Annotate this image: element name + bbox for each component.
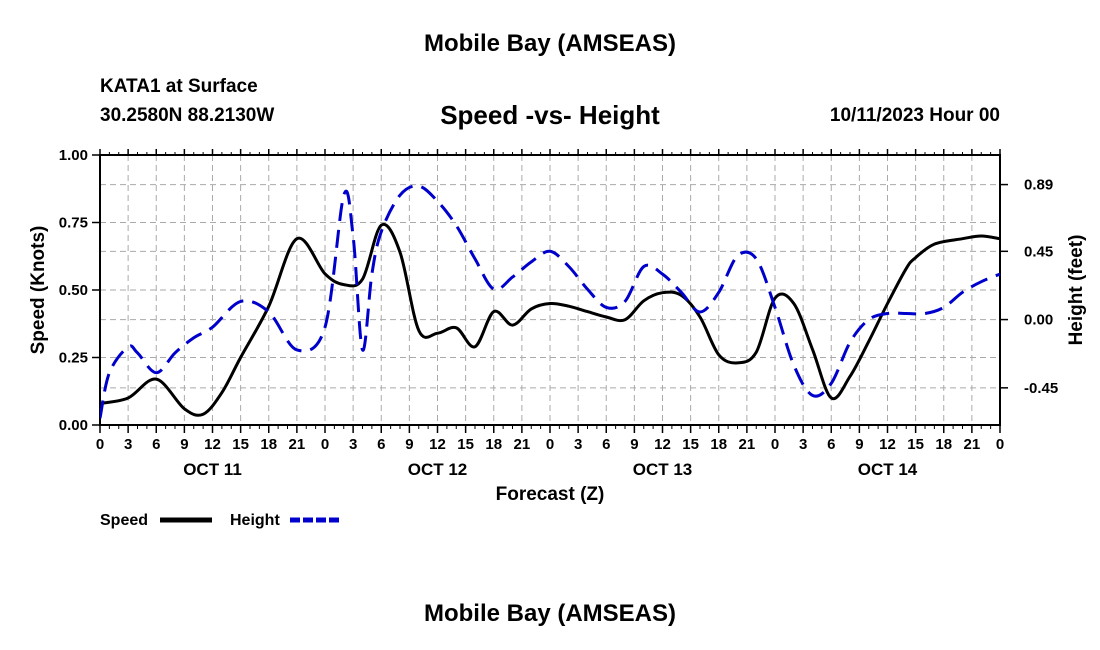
x-day-label: OCT 13 — [633, 460, 693, 479]
y2-tick-label: 0.89 — [1024, 177, 1053, 194]
x-tick-label: 9 — [855, 436, 863, 453]
x-tick-label: 6 — [377, 436, 385, 453]
x-tick-label: 18 — [260, 436, 277, 453]
x-tick-label: 0 — [546, 436, 554, 453]
x-tick-label: 21 — [289, 436, 306, 453]
series-line-speed — [100, 222, 1000, 417]
x-tick-label: 6 — [602, 436, 610, 453]
x-tick-label: 21 — [739, 436, 756, 453]
y-axis-label: Speed (Knots) — [28, 226, 49, 355]
y-tick-label: 0.50 — [59, 282, 88, 299]
station-coordinates: 30.2580N 88.2130W — [100, 105, 275, 126]
x-tick-label: 18 — [935, 436, 952, 453]
y2-axis-label: Height (feet) — [1066, 235, 1087, 346]
y2-tick-label: -0.45 — [1024, 380, 1058, 397]
x-axis-label: Forecast (Z) — [496, 484, 605, 505]
y2-tick-label: 0.45 — [1024, 243, 1053, 260]
x-tick-label: 0 — [771, 436, 779, 453]
x-tick-label: 12 — [204, 436, 221, 453]
run-time: 10/11/2023 Hour 00 — [829, 105, 1000, 126]
station-label: KATA1 at Surface — [100, 76, 258, 97]
x-tick-label: 6 — [152, 436, 160, 453]
y-tick-label: 1.00 — [59, 147, 88, 164]
chart-title: Speed -vs- Height — [440, 100, 660, 130]
x-tick-label: 15 — [682, 436, 699, 453]
x-tick-label: 9 — [405, 436, 413, 453]
y2-tick-label: 0.00 — [1024, 312, 1053, 329]
x-day-label: OCT 11 — [183, 460, 242, 479]
x-tick-label: 12 — [429, 436, 446, 453]
x-tick-label: 3 — [799, 436, 807, 453]
x-tick-label: 15 — [907, 436, 924, 453]
x-tick-label: 3 — [124, 436, 132, 453]
x-tick-label: 15 — [457, 436, 474, 453]
x-tick-label: 9 — [180, 436, 188, 453]
x-tick-label: 3 — [349, 436, 357, 453]
main-title: Mobile Bay (AMSEAS) — [423, 30, 677, 57]
x-tick-label: 9 — [630, 436, 638, 453]
x-tick-label: 0 — [996, 436, 1004, 453]
y-tick-label: 0.00 — [59, 417, 88, 434]
x-tick-label: 15 — [232, 436, 249, 453]
x-tick-label: 0 — [96, 436, 104, 453]
legend-label-height: Height — [230, 512, 280, 529]
x-tick-label: 21 — [514, 436, 531, 453]
x-tick-label: 18 — [710, 436, 727, 453]
repeated-main-title: Mobile Bay (AMSEAS) — [423, 600, 677, 627]
legend-label-speed: Speed — [100, 512, 148, 529]
series-line-height — [100, 184, 1000, 419]
x-tick-label: 6 — [827, 436, 835, 453]
y-tick-label: 0.25 — [59, 350, 88, 367]
x-day-label: OCT 14 — [858, 460, 918, 479]
x-tick-label: 21 — [964, 436, 981, 453]
x-tick-label: 3 — [574, 436, 582, 453]
x-tick-label: 12 — [879, 436, 896, 453]
y-tick-label: 0.75 — [59, 215, 88, 232]
x-tick-label: 0 — [321, 436, 329, 453]
x-day-label: OCT 12 — [408, 460, 468, 479]
x-tick-label: 12 — [654, 436, 671, 453]
x-tick-label: 18 — [485, 436, 502, 453]
